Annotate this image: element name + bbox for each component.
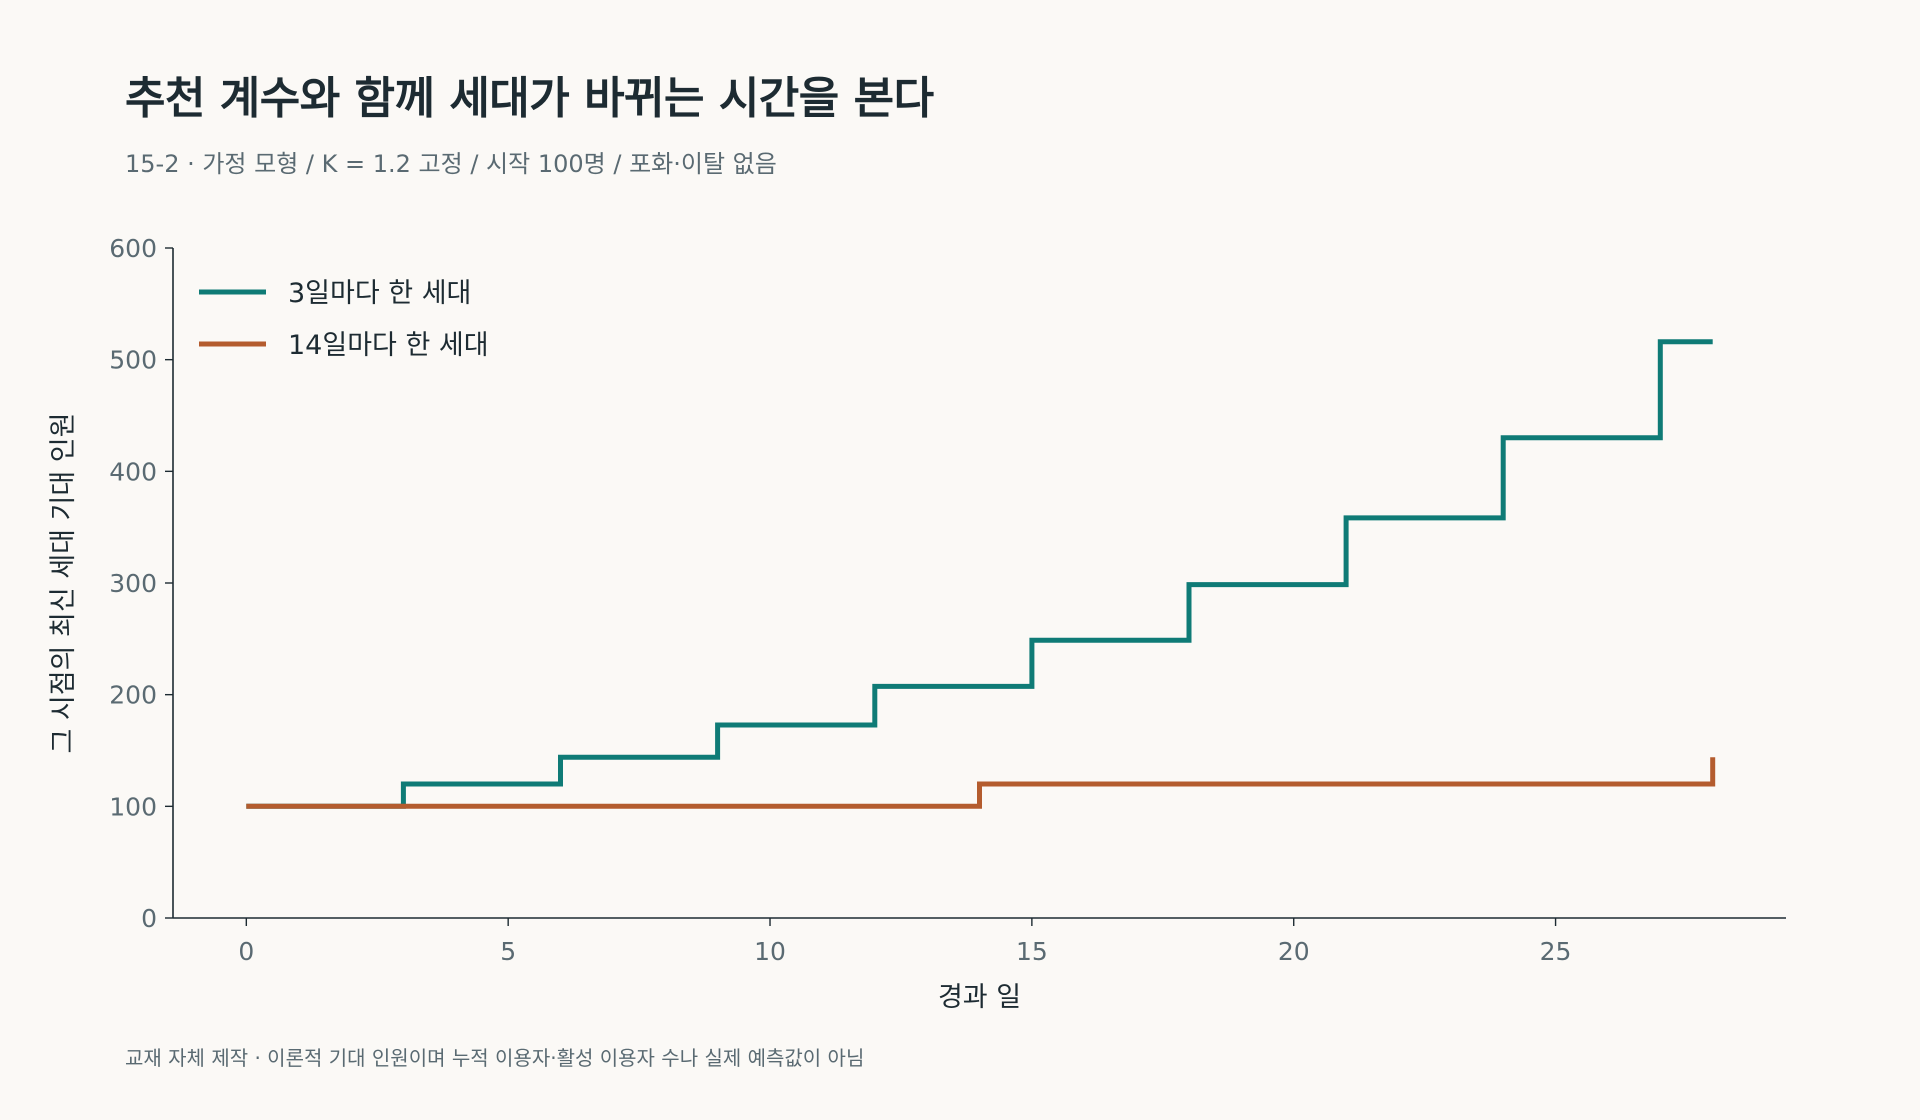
- legend-label-1: 3일마다 한 세대: [288, 278, 471, 309]
- y-tick-label: 400: [109, 457, 157, 486]
- legend-label-2: 14일마다 한 세대: [288, 330, 489, 361]
- y-axis-label: 그 시점의 최신 세대 기대 인원: [48, 413, 79, 754]
- y-tick-label: 600: [109, 234, 157, 263]
- x-axis-label: 경과 일: [938, 982, 1021, 1013]
- footnote: 교재 자체 제작 · 이론적 기대 인원이며 누적 이용자·활성 이용자 수나 …: [125, 1046, 865, 1070]
- y-tick-label: 500: [109, 346, 157, 375]
- series-line-1: [246, 339, 1713, 809]
- legend: 3일마다 한 세대 14일마다 한 세대: [199, 278, 489, 361]
- x-tick-label: 0: [238, 937, 254, 966]
- x-tick-label: 20: [1278, 937, 1310, 966]
- chart-title: 추천 계수와 함께 세대가 바뀌는 시간을 본다: [125, 73, 934, 124]
- x-tick-label: 5: [500, 937, 516, 966]
- axes: 0 100 200 300 400 500 600 0 5 10 15 20 25 경과 일 그 시점의 최…: [48, 234, 1786, 1013]
- series-line-2: [246, 757, 1716, 809]
- chart-subtitle: 15-2 · 가정 모형 / K = 1.2 고정 / 시작 100명 / 포화…: [125, 150, 777, 178]
- x-tick-label: 10: [754, 937, 786, 966]
- x-tick-label: 15: [1016, 937, 1048, 966]
- y-tick-label: 100: [109, 792, 157, 821]
- y-tick-label: 0: [141, 904, 157, 933]
- y-tick-label: 300: [109, 569, 157, 598]
- y-tick-label: 200: [109, 681, 157, 710]
- x-tick-label: 25: [1540, 937, 1572, 966]
- series-layer: [246, 339, 1716, 809]
